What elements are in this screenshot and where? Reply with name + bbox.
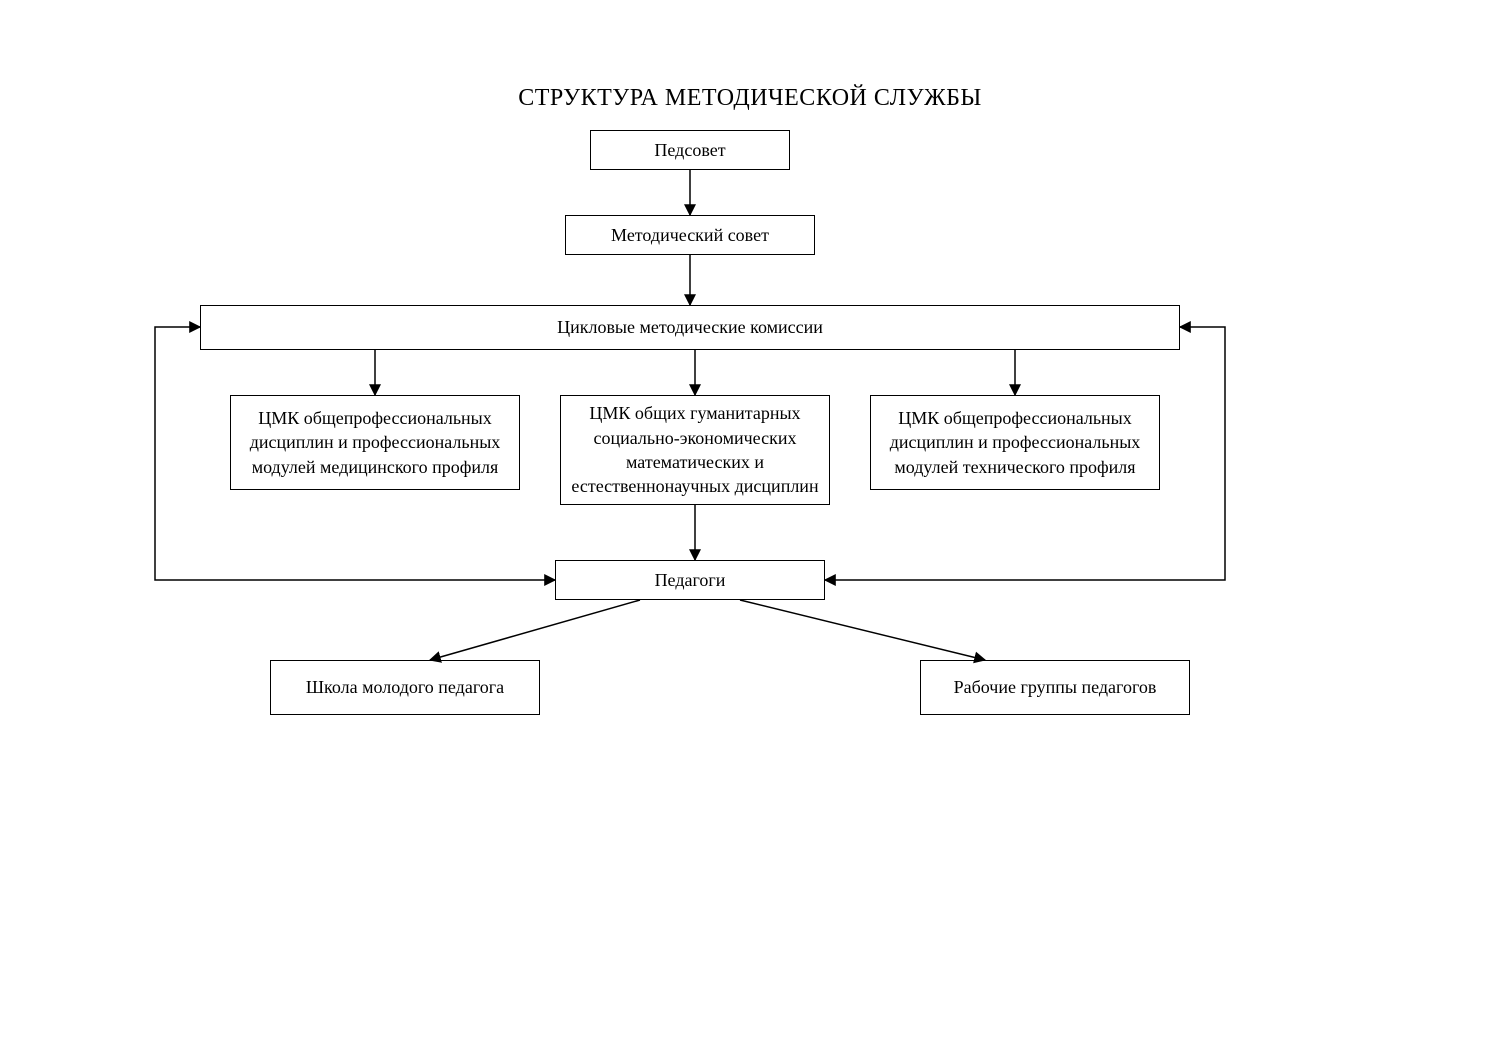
node-cycle: Цикловые методические комиссии <box>200 305 1180 350</box>
node-cmk-tech: ЦМК общепрофессиональных дисциплин и про… <box>870 395 1160 490</box>
node-label: ЦМК общепрофессиональных дисциплин и про… <box>881 406 1149 479</box>
node-label: Методический совет <box>611 223 769 247</box>
diagram-title: СТРУКТУРА МЕТОДИЧЕСКОЙ СЛУЖБЫ <box>0 85 1500 112</box>
node-label: ЦМК общепрофессиональных дисциплин и про… <box>241 406 509 479</box>
node-cmk-med: ЦМК общепрофессиональных дисциплин и про… <box>230 395 520 490</box>
node-metsovet: Методический совет <box>565 215 815 255</box>
node-pedsovet: Педсовет <box>590 130 790 170</box>
node-label: Педсовет <box>654 138 725 162</box>
node-label: Рабочие группы педагогов <box>954 675 1157 699</box>
node-label: ЦМК общих гуманитарных социально-экономи… <box>571 401 819 498</box>
node-school: Школа молодого педагога <box>270 660 540 715</box>
node-label: Педагоги <box>655 568 726 592</box>
node-label: Школа молодого педагога <box>306 675 504 699</box>
node-groups: Рабочие группы педагогов <box>920 660 1190 715</box>
node-cmk-hum: ЦМК общих гуманитарных социально-экономи… <box>560 395 830 505</box>
node-label: Цикловые методические комиссии <box>557 315 823 339</box>
node-pedagogi: Педагоги <box>555 560 825 600</box>
